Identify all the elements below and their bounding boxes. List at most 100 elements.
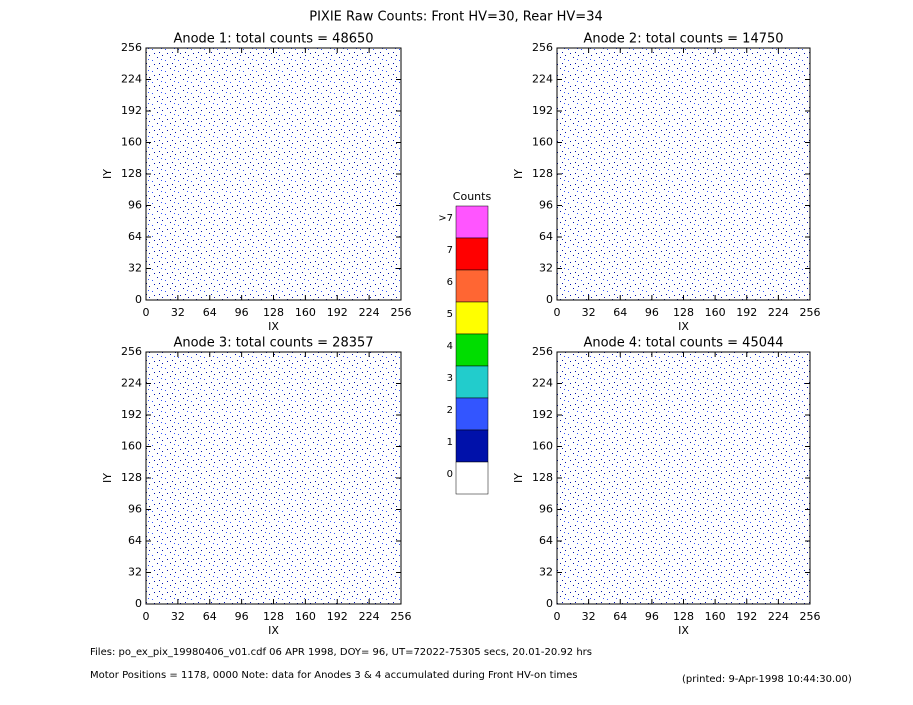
- panel-title: Anode 3: total counts = 28357: [173, 336, 373, 351]
- colorbar-swatch: [455, 237, 489, 271]
- colorbar-title: Counts: [453, 190, 492, 203]
- y-tick-label: 128: [121, 471, 142, 484]
- y-axis-label: IY: [101, 473, 114, 483]
- y-tick-label: 224: [532, 73, 553, 86]
- panel-title: Anode 4: total counts = 45044: [583, 336, 783, 351]
- x-tick-label: 256: [391, 610, 412, 623]
- y-tick-label: 0: [546, 597, 553, 610]
- x-tick-label: 192: [327, 610, 348, 623]
- y-tick-label: 224: [121, 377, 142, 390]
- x-tick-label: 0: [143, 306, 150, 319]
- y-tick-label: 32: [128, 566, 142, 579]
- y-tick-label: 192: [121, 104, 142, 117]
- y-tick-label: 64: [128, 230, 142, 243]
- y-tick-label: 96: [539, 503, 553, 516]
- y-tick-label: 32: [539, 262, 553, 275]
- y-tick-label: 0: [135, 293, 142, 306]
- y-tick-label: 128: [121, 167, 142, 180]
- x-tick-label: 128: [263, 610, 284, 623]
- x-tick-label: 224: [359, 610, 380, 623]
- x-tick-label: 32: [582, 306, 596, 319]
- colorbar-label: 5: [447, 309, 453, 320]
- colorbar-swatch: [455, 333, 489, 367]
- colorbar-label: 2: [447, 405, 453, 416]
- x-tick-label: 32: [171, 306, 185, 319]
- y-tick-label: 32: [128, 262, 142, 275]
- x-tick-label: 96: [235, 610, 249, 623]
- x-tick-label: 160: [705, 306, 726, 319]
- colorbar-label: 4: [447, 341, 453, 352]
- x-tick-label: 160: [295, 306, 316, 319]
- colorbar-swatch: [455, 461, 489, 495]
- x-tick-label: 192: [736, 610, 757, 623]
- x-tick-label: 64: [203, 610, 217, 623]
- y-tick-label: 160: [532, 440, 553, 453]
- colorbar-label: 0: [447, 469, 453, 480]
- heatmap-texture: [557, 352, 810, 604]
- colorbar-swatch: [455, 205, 489, 239]
- colorbar-swatch: [455, 269, 489, 303]
- y-tick-label: 256: [121, 41, 142, 54]
- x-tick-label: 256: [800, 610, 821, 623]
- x-tick-label: 128: [263, 306, 284, 319]
- colorbar-swatch: [455, 365, 489, 399]
- y-tick-label: 64: [539, 230, 553, 243]
- x-tick-label: 0: [554, 306, 561, 319]
- x-tick-label: 160: [705, 610, 726, 623]
- panel-title: Anode 1: total counts = 48650: [173, 32, 373, 47]
- x-tick-label: 192: [736, 306, 757, 319]
- y-tick-label: 160: [121, 440, 142, 453]
- y-tick-label: 192: [532, 408, 553, 421]
- x-axis-label: IX: [268, 624, 279, 637]
- y-tick-label: 160: [121, 136, 142, 149]
- y-tick-label: 64: [128, 534, 142, 547]
- x-tick-label: 32: [171, 610, 185, 623]
- y-tick-label: 256: [532, 41, 553, 54]
- x-tick-label: 96: [645, 306, 659, 319]
- x-tick-label: 128: [673, 306, 694, 319]
- y-tick-label: 192: [532, 104, 553, 117]
- x-tick-label: 32: [582, 610, 596, 623]
- y-tick-label: 128: [532, 167, 553, 180]
- colorbar-label: 7: [447, 245, 453, 256]
- y-tick-label: 0: [546, 293, 553, 306]
- y-tick-label: 256: [532, 345, 553, 358]
- footer-files: Files: po_ex_pix_19980406_v01.cdf 06 APR…: [90, 647, 592, 658]
- colorbar-swatch: [455, 301, 489, 335]
- x-tick-label: 128: [673, 610, 694, 623]
- y-tick-label: 96: [128, 199, 142, 212]
- heatmap-texture: [557, 48, 810, 300]
- x-tick-label: 256: [800, 306, 821, 319]
- heatmap-texture: [146, 352, 401, 604]
- y-tick-label: 256: [121, 345, 142, 358]
- y-axis-label: IY: [512, 169, 525, 179]
- y-tick-label: 224: [121, 73, 142, 86]
- x-tick-label: 160: [295, 610, 316, 623]
- x-tick-label: 192: [327, 306, 348, 319]
- y-tick-label: 192: [121, 408, 142, 421]
- x-axis-label: IX: [678, 624, 689, 637]
- x-tick-label: 0: [143, 610, 150, 623]
- y-tick-label: 0: [135, 597, 142, 610]
- y-tick-label: 32: [539, 566, 553, 579]
- heatmap-texture: [146, 48, 401, 300]
- footer-printed: (printed: 9-Apr-1998 10:44:30.00): [682, 674, 852, 685]
- panel-title: Anode 2: total counts = 14750: [583, 32, 783, 47]
- x-tick-label: 96: [645, 610, 659, 623]
- x-tick-label: 0: [554, 610, 561, 623]
- y-tick-label: 160: [532, 136, 553, 149]
- colorbar-label: 6: [447, 277, 453, 288]
- colorbar-label: 3: [447, 373, 453, 384]
- x-tick-label: 64: [203, 306, 217, 319]
- x-tick-label: 64: [613, 610, 627, 623]
- y-axis-label: IY: [512, 473, 525, 483]
- x-tick-label: 224: [768, 610, 789, 623]
- footer-motor: Motor Positions = 1178, 0000 Note: data …: [90, 670, 577, 681]
- x-axis-label: IX: [268, 320, 279, 333]
- y-tick-label: 224: [532, 377, 553, 390]
- y-axis-label: IY: [101, 169, 114, 179]
- colorbar-label: 1: [447, 437, 453, 448]
- y-tick-label: 64: [539, 534, 553, 547]
